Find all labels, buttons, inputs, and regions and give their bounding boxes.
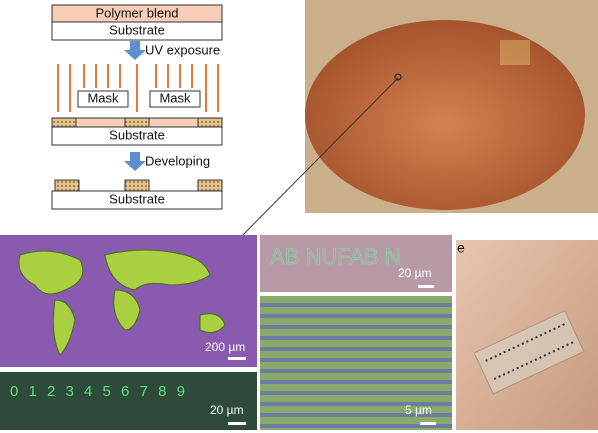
scale-bar xyxy=(228,357,246,360)
step-arrow xyxy=(124,41,146,60)
zoom-box xyxy=(394,73,402,81)
mask xyxy=(77,90,129,108)
panel-label: e xyxy=(457,240,465,256)
substrate-label: Substrate xyxy=(109,191,165,206)
crosslinked xyxy=(51,117,77,128)
wafer-photo xyxy=(305,0,598,213)
letters: AB NUFAB N xyxy=(270,244,401,269)
substrate-label: Substrate xyxy=(109,22,165,37)
uv-arrows xyxy=(57,64,219,112)
scale-label: 20 µm xyxy=(210,403,244,417)
scale-label: 5 µm xyxy=(405,403,432,417)
skin-panel xyxy=(456,240,598,430)
crosslinked xyxy=(124,117,150,128)
mask xyxy=(149,90,201,108)
mask-label: Mask xyxy=(159,90,191,105)
substrate xyxy=(51,21,223,41)
substrate-label: Substrate xyxy=(109,127,165,142)
step-label: Developing xyxy=(145,153,210,168)
schematic: Polymer blend Substrate UV exposure Mask… xyxy=(51,4,223,210)
step-label: UV exposure xyxy=(145,42,220,57)
substrate xyxy=(51,126,223,146)
scale-label: 200 µm xyxy=(205,340,245,354)
mask-label: Mask xyxy=(87,90,119,105)
map-panel: 200 µm xyxy=(0,235,257,367)
digits: 0 1 2 3 4 5 6 7 8 9 xyxy=(10,383,188,400)
stripes-panel: 5 µm xyxy=(260,296,452,430)
zoom-arrow xyxy=(227,77,399,251)
scale-label: 20 µm xyxy=(398,266,432,280)
substrate xyxy=(51,190,223,210)
scale-bar xyxy=(418,285,434,288)
pattern xyxy=(124,179,150,192)
crosslinked xyxy=(197,117,223,128)
scale-bar xyxy=(228,422,246,425)
pattern xyxy=(54,179,80,192)
scale-bar xyxy=(420,422,436,425)
letters-panel: AB NUFAB N 20 µm xyxy=(260,235,452,292)
step-arrow xyxy=(124,152,146,171)
pattern xyxy=(197,179,223,192)
polymer-label: Polymer blend xyxy=(95,5,178,20)
digits-panel: 0 1 2 3 4 5 6 7 8 9 20 µm xyxy=(0,372,257,430)
